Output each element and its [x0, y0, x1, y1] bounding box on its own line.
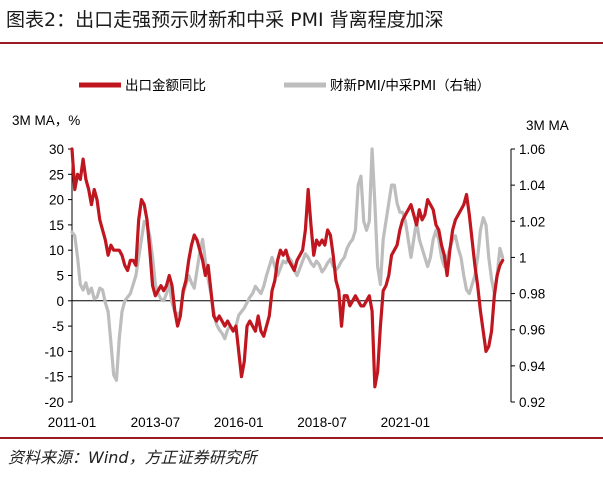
left-tick-label: -15 — [44, 370, 64, 385]
left-tick-label: 30 — [49, 142, 64, 157]
source-note: 资料来源：Wind，方正证券研究所 — [8, 448, 257, 467]
left-axis-label: 3M MA，% — [12, 113, 80, 128]
right-tick-label: 0.92 — [519, 395, 545, 410]
left-tick-label: -5 — [52, 319, 64, 334]
right-tick-label: 0.96 — [519, 323, 545, 338]
x-tick-label: 2011-01 — [48, 415, 97, 430]
right-axis-label: 3M MA — [526, 118, 569, 133]
left-tick-label: 0 — [56, 294, 64, 309]
left-tick-label: 20 — [49, 193, 64, 208]
title-divider — [0, 42, 603, 44]
right-tick-label: 1 — [519, 250, 527, 265]
left-tick-label: 10 — [49, 243, 64, 258]
figure-title: 图表2：出口走强预示财新和中采 PMI 背离程度加深 — [6, 9, 444, 31]
x-tick-label: 2013-07 — [131, 415, 181, 430]
right-tick-label: 0.94 — [519, 359, 546, 374]
right-tick-label: 0.98 — [519, 287, 545, 302]
left-tick-label: 25 — [49, 167, 64, 182]
right-tick-label: 1.02 — [519, 214, 545, 229]
left-tick-label: -10 — [44, 344, 64, 359]
right-tick-label: 1.04 — [519, 178, 546, 193]
legend-label-export: 出口金额同比 — [125, 78, 206, 94]
right-tick-label: 1.06 — [519, 142, 545, 157]
legend-label-ratio: 财新PMI/中采PMI（右轴） — [330, 78, 490, 94]
x-tick-label: 2018-07 — [297, 415, 347, 430]
source-divider — [0, 437, 603, 439]
x-tick-label: 2021-01 — [381, 415, 431, 430]
x-tick-label: 2016-01 — [214, 415, 264, 430]
left-tick-label: 15 — [49, 218, 64, 233]
series-line-export — [70, 147, 505, 389]
left-tick-label: -20 — [44, 395, 64, 410]
left-tick-label: 5 — [56, 269, 64, 284]
